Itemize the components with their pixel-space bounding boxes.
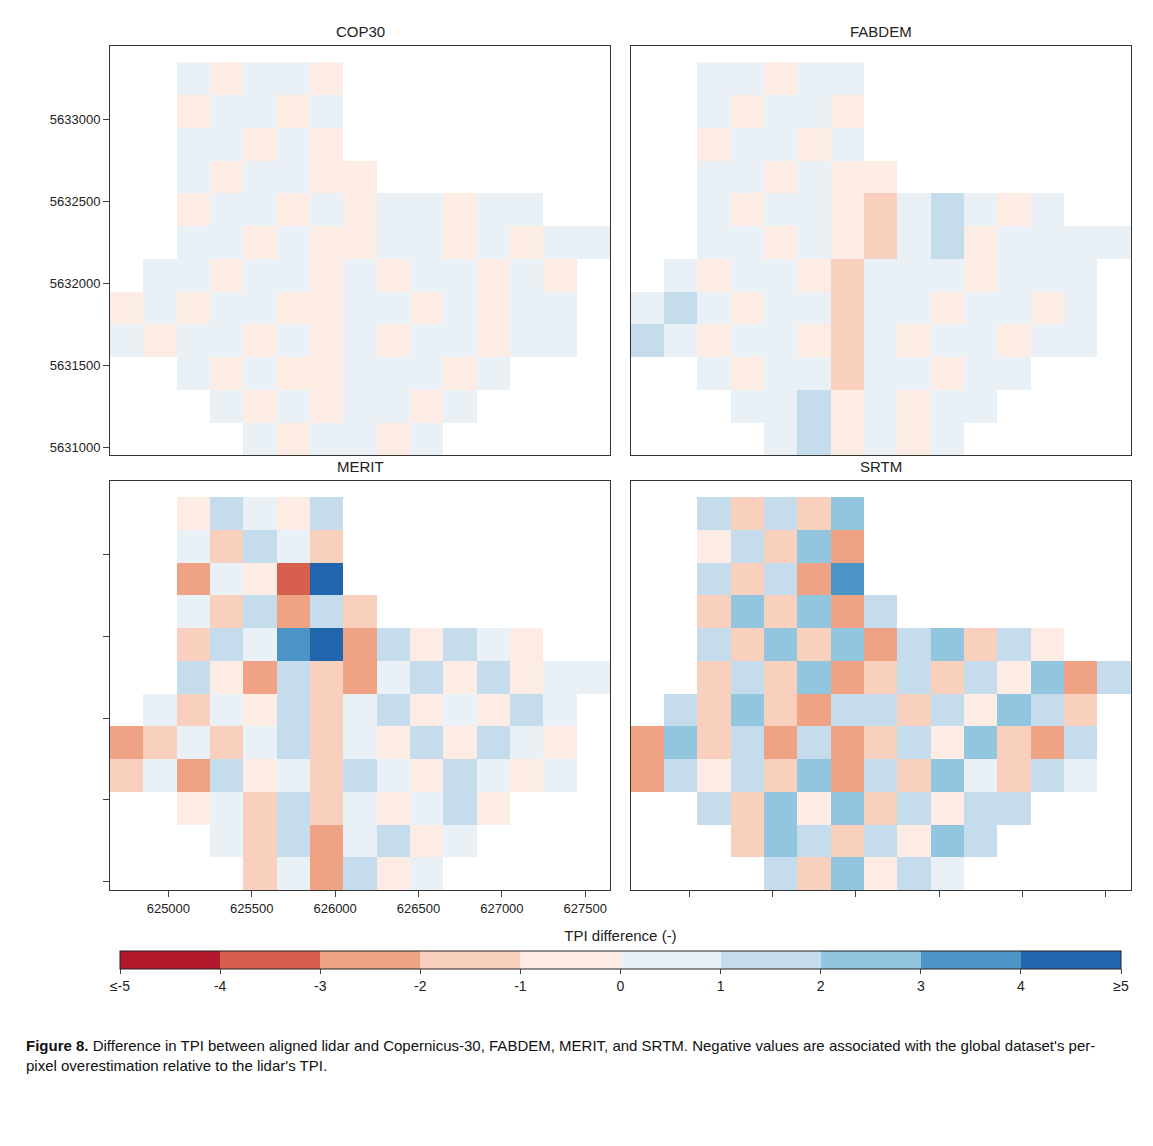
svg-text:COP30: COP30 <box>336 23 385 40</box>
svg-text:1: 1 <box>717 978 725 994</box>
svg-text:5632500: 5632500 <box>50 194 101 209</box>
svg-text:0: 0 <box>617 978 625 994</box>
svg-text:MERIT: MERIT <box>337 458 384 475</box>
svg-text:2: 2 <box>817 978 825 994</box>
svg-text:625000: 625000 <box>147 901 190 916</box>
svg-text:-2: -2 <box>414 978 427 994</box>
svg-text:-3: -3 <box>314 978 327 994</box>
svg-text:627500: 627500 <box>564 901 607 916</box>
svg-text:SRTM: SRTM <box>860 458 902 475</box>
svg-text:≤-5: ≤-5 <box>110 978 130 994</box>
svg-text:3: 3 <box>917 978 925 994</box>
svg-text:5631000: 5631000 <box>50 440 101 455</box>
svg-text:626500: 626500 <box>397 901 440 916</box>
svg-text:TPI difference (-): TPI difference (-) <box>564 927 676 944</box>
svg-text:5632000: 5632000 <box>50 276 101 291</box>
svg-text:5631500: 5631500 <box>50 358 101 373</box>
svg-text:-4: -4 <box>214 978 227 994</box>
svg-text:-1: -1 <box>514 978 527 994</box>
svg-text:4: 4 <box>1017 978 1025 994</box>
html-text:Figure 8. Difference in TPI be: Figure 8. Difference in TPI between alig… <box>26 1037 1096 1075</box>
svg-text:5633000: 5633000 <box>50 112 101 127</box>
svg-text:FABDEM: FABDEM <box>850 23 912 40</box>
svg-text:626000: 626000 <box>313 901 356 916</box>
svg-text:627000: 627000 <box>480 901 523 916</box>
svg-text:625500: 625500 <box>230 901 273 916</box>
svg-text:≥5: ≥5 <box>1113 978 1129 994</box>
